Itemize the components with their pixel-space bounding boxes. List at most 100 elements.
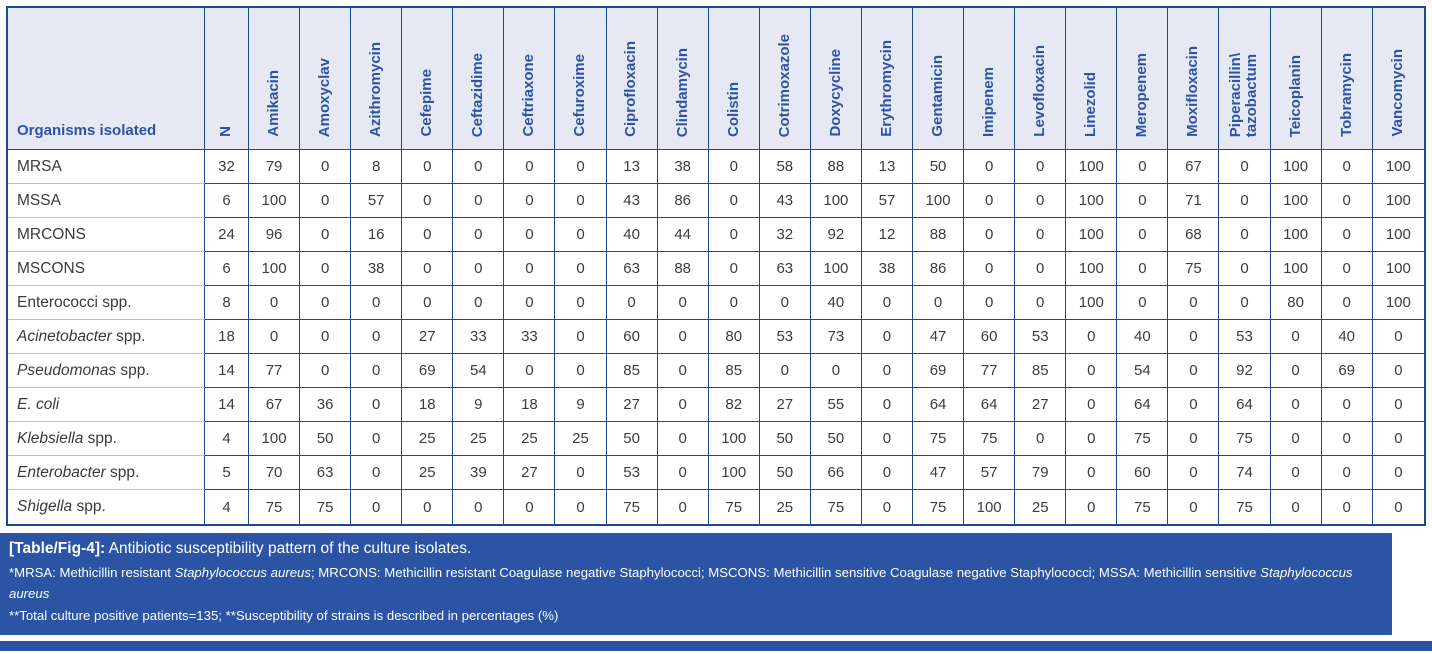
value-cell: 50 [300, 422, 352, 456]
value-cell: 100 [810, 184, 862, 218]
value-cell: 79 [249, 150, 301, 184]
value-cell: 0 [1015, 218, 1067, 252]
value-cell: 54 [1117, 354, 1169, 388]
value-cell: 0 [1117, 218, 1169, 252]
value-cell: 0 [759, 286, 811, 320]
value-cell: 0 [351, 388, 403, 422]
value-cell: 0 [1321, 422, 1373, 456]
value-cell: 50 [759, 456, 811, 490]
value-cell: 0 [1168, 388, 1220, 422]
value-cell: 0 [453, 184, 505, 218]
value-cell: 0 [402, 184, 454, 218]
column-header-label: Clindamycin [673, 47, 691, 137]
column-header-label: Tobramycin [1337, 53, 1355, 137]
organism-cell: MSCONS [8, 252, 205, 286]
value-cell: 38 [861, 252, 914, 286]
value-cell: 8 [205, 286, 249, 320]
value-cell: 0 [1066, 490, 1118, 524]
value-cell: 0 [453, 252, 505, 286]
value-cell: 0 [300, 184, 352, 218]
value-cell: 0 [300, 252, 352, 286]
value-cell: 0 [1372, 354, 1424, 388]
value-cell: 0 [1015, 252, 1067, 286]
value-cell: 0 [249, 320, 301, 354]
value-cell: 0 [1321, 252, 1373, 286]
value-cell: 0 [1117, 252, 1169, 286]
species-name-italic: Staphylococcus aureus [9, 565, 1353, 602]
value-cell: 0 [861, 354, 914, 388]
column-header-amoxyclav: Amoxyclav [300, 8, 352, 150]
value-cell: 53 [606, 456, 658, 490]
column-header-moxifloxacin: Moxifloxacin [1168, 8, 1220, 150]
value-cell: 0 [1372, 490, 1424, 524]
column-header-label: Colistin [724, 82, 742, 137]
value-cell: 68 [1168, 218, 1220, 252]
value-cell: 64 [964, 388, 1016, 422]
value-cell: 0 [504, 252, 556, 286]
column-header-linezolid: Linezolid [1066, 8, 1118, 150]
table-body: MRSA 32 79 0 8 0 0 0 0 13 38 0 58 88 13 50 0 0 100 0 67 0 100 0… [8, 150, 1424, 524]
value-cell: 0 [555, 218, 607, 252]
value-cell: 4 [205, 422, 249, 456]
value-cell: 25 [402, 456, 454, 490]
value-cell: 75 [708, 490, 760, 524]
value-cell: 0 [555, 354, 607, 388]
value-cell: 80 [708, 320, 760, 354]
table-row: Enterococci spp. 8 0 0 0 0 0 0 0 0 0 0 0 40 0 0 0 0 100 0 0 0… [8, 286, 1424, 320]
value-cell: 0 [1219, 252, 1271, 286]
column-header-piperacillin-tazobactum: Piperacillin\ tazobactum [1219, 8, 1271, 150]
value-cell: 60 [606, 320, 658, 354]
value-cell: 50 [759, 422, 811, 456]
abbreviations-footnote: *MRSA: Methicillin resistant Staphylococ… [9, 562, 1378, 605]
value-cell: 63 [300, 456, 352, 490]
value-cell: 0 [402, 490, 454, 524]
value-cell: 50 [810, 422, 862, 456]
column-header-label: Gentamicin [928, 55, 946, 137]
column-header-erythromycin: Erythromycin [861, 8, 914, 150]
value-cell: 88 [913, 218, 965, 252]
value-cell: 9 [555, 388, 607, 422]
value-cell: 25 [555, 422, 607, 456]
organism-cell: MRSA [8, 150, 205, 184]
value-cell: 0 [300, 150, 352, 184]
value-cell: 32 [759, 218, 811, 252]
value-cell: 0 [964, 150, 1016, 184]
value-cell: 32 [205, 150, 249, 184]
value-cell: 67 [1168, 150, 1220, 184]
column-header-label: Linezolid [1082, 72, 1100, 137]
column-header-cefuroxime: Cefuroxime [555, 8, 607, 150]
value-cell: 6 [205, 184, 249, 218]
value-cell: 0 [1117, 150, 1169, 184]
value-cell: 86 [913, 252, 965, 286]
value-cell: 0 [555, 456, 607, 490]
table-row: Acinetobacter spp. 18 0 0 0 27 33 33 0 60 0 80 53 73 0… [8, 320, 1424, 354]
value-cell: 0 [657, 354, 709, 388]
value-cell: 0 [861, 422, 914, 456]
value-cell: 27 [606, 388, 658, 422]
organism-cell: Shigella spp. [8, 490, 205, 524]
value-cell: 100 [1270, 218, 1322, 252]
value-cell: 0 [1372, 320, 1424, 354]
value-cell: 0 [861, 456, 914, 490]
value-cell: 8 [351, 150, 403, 184]
value-cell: 100 [913, 184, 965, 218]
value-cell: 0 [1321, 150, 1373, 184]
value-cell: 75 [1219, 422, 1271, 456]
value-cell: 75 [810, 490, 862, 524]
value-cell: 0 [606, 286, 658, 320]
value-cell: 100 [249, 422, 301, 456]
organism-cell: MRCONS [8, 218, 205, 252]
table-row: MSCONS 6 100 0 38 0 0 0 0 63 88 0 63 100 38 86 0 0 100 0 75 0… [8, 252, 1424, 286]
value-cell: 100 [1372, 150, 1424, 184]
value-cell: 39 [453, 456, 505, 490]
column-header-label: Ceftazidime [469, 52, 487, 137]
value-cell: 0 [1372, 388, 1424, 422]
value-cell: 0 [402, 252, 454, 286]
value-cell: 0 [861, 388, 914, 422]
value-cell: 85 [1015, 354, 1067, 388]
value-cell: 0 [1168, 422, 1220, 456]
value-cell: 0 [1117, 286, 1169, 320]
value-cell: 0 [351, 354, 403, 388]
organism-cell: Pseudomonas spp. [8, 354, 205, 388]
value-cell: 13 [606, 150, 658, 184]
